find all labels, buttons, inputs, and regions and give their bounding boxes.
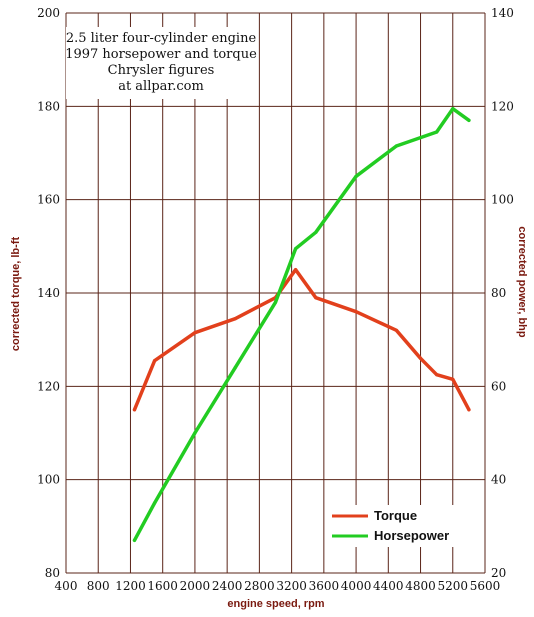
torque-data-point — [132, 408, 137, 412]
y-right-tick-label: 120 — [491, 99, 514, 113]
y-right-tick-label: 60 — [491, 379, 506, 393]
y-left-tick-label: 160 — [37, 193, 60, 207]
y-right-tick-label: 140 — [491, 6, 514, 20]
y-left-tick-label: 140 — [37, 286, 60, 300]
y-left-tick-label: 80 — [45, 566, 60, 580]
torque-data-point — [435, 373, 439, 377]
torque-data-point — [314, 296, 318, 300]
y-left-tick-label: 120 — [37, 379, 60, 393]
torque-data-point — [394, 328, 398, 332]
chart-title-line-1: 2.5 liter four-cylinder engine — [66, 31, 257, 46]
torque-series-line — [132, 267, 471, 412]
legend-horsepower-label: Horsepower — [374, 528, 449, 543]
chart-title-line-4: at allpar.com — [118, 79, 204, 94]
horsepower-data-point — [294, 247, 298, 251]
torque-data-point — [354, 310, 358, 314]
x-tick-label: 2000 — [180, 579, 211, 593]
torque-data-point — [294, 268, 298, 272]
torque-data-point — [451, 377, 455, 381]
torque-data-point — [193, 331, 197, 335]
y-right-tick-label: 100 — [491, 193, 514, 207]
horsepower-data-point — [153, 501, 157, 505]
horsepower-data-point — [273, 300, 278, 304]
y-axis-left-label: corrected torque, lb-ft — [10, 237, 22, 352]
x-tick-label: 400 — [55, 579, 78, 593]
horsepower-data-point — [394, 144, 398, 148]
torque-data-point — [233, 317, 237, 321]
torque-data-point — [418, 356, 423, 360]
y-left-tick-label: 180 — [37, 99, 60, 113]
x-axis-label: engine speed, rpm — [227, 598, 324, 610]
torque-data-point — [467, 408, 471, 412]
title-box — [66, 27, 256, 99]
legend-torque-label: Torque — [374, 508, 417, 523]
x-tick-label: 5600 — [470, 579, 501, 593]
horsepower-data-point — [132, 538, 137, 542]
y-right-tick-label: 40 — [491, 473, 506, 487]
x-tick-label: 1200 — [115, 579, 146, 593]
x-tick-label: 3600 — [309, 579, 340, 593]
horsepower-data-point — [467, 118, 471, 122]
x-tick-label: 1600 — [147, 579, 178, 593]
x-tick-label: 800 — [87, 579, 110, 593]
horsepower-data-point — [451, 107, 455, 111]
x-tick-label: 2800 — [244, 579, 275, 593]
legend: Torque Horsepower — [326, 505, 466, 547]
horsepower-data-point — [193, 431, 197, 435]
legend-background — [326, 505, 466, 547]
y-right-tick-label: 20 — [491, 566, 506, 580]
y-left-tick-label: 100 — [37, 473, 60, 487]
x-tick-label: 3200 — [276, 579, 307, 593]
x-tick-label: 4400 — [373, 579, 404, 593]
horsepower-data-point — [233, 366, 237, 370]
horsepower-data-point — [314, 230, 318, 234]
x-tick-label: 5200 — [437, 579, 468, 593]
chart-title-line-3: Chrysler figures — [108, 63, 215, 78]
x-tick-label: 2400 — [212, 579, 243, 593]
x-tick-label: 4000 — [341, 579, 372, 593]
torque-data-point — [153, 359, 157, 363]
chart-title-line-2: 1997 horsepower and torque — [65, 47, 257, 62]
horsepower-series-line — [132, 106, 471, 543]
y-left-tick-label: 200 — [37, 6, 60, 20]
x-tick-label: 4800 — [405, 579, 436, 593]
y-right-tick-label: 80 — [491, 286, 506, 300]
y-axis-right-label: corrected power, bhp — [516, 226, 528, 338]
horsepower-data-point — [435, 130, 439, 134]
horsepower-data-point — [354, 174, 358, 178]
